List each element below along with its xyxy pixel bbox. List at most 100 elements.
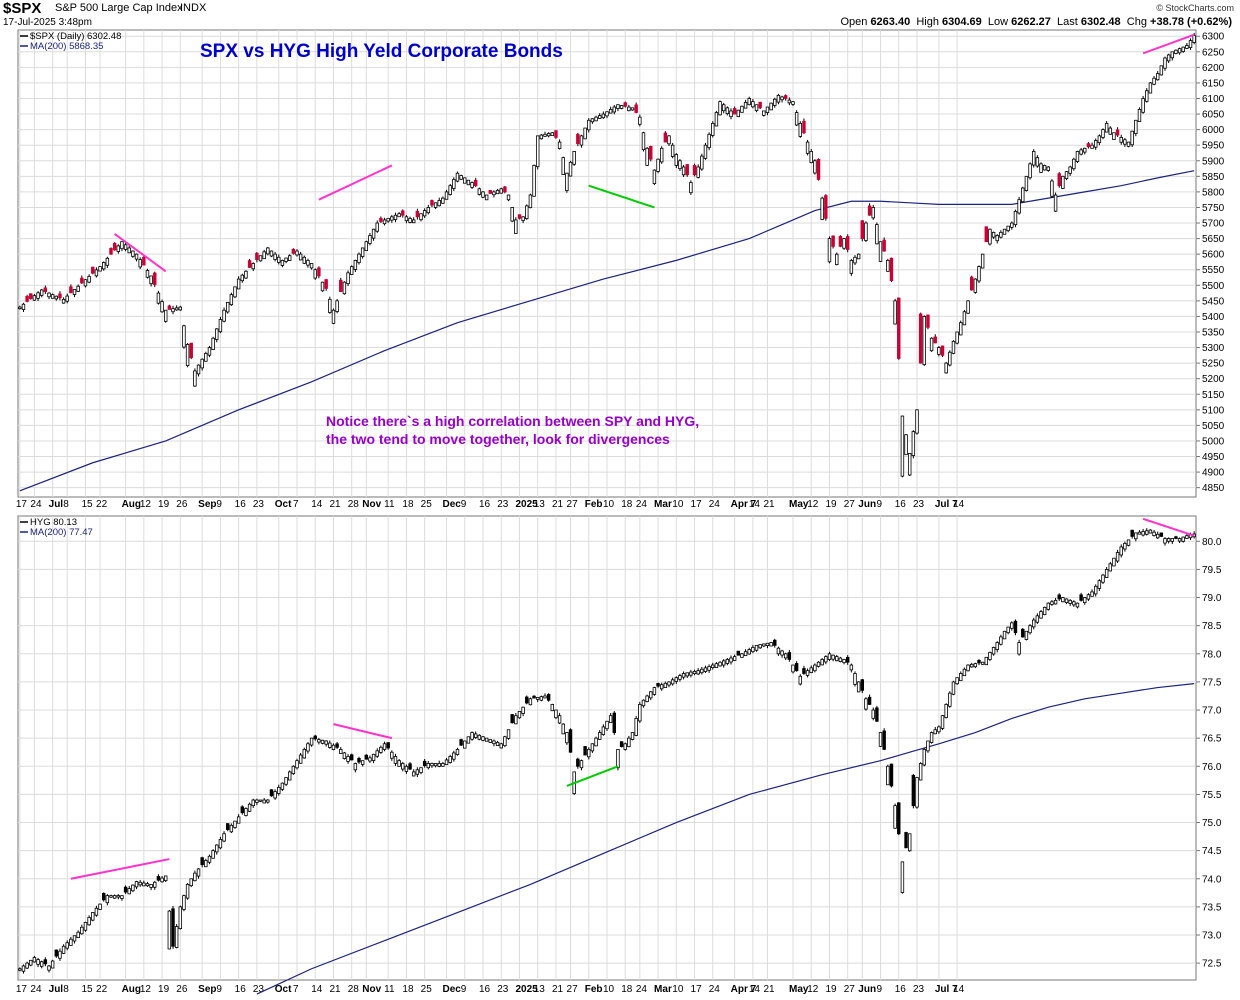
candle [769, 641, 773, 647]
candle [732, 654, 737, 661]
candle [572, 151, 576, 166]
candle [262, 249, 266, 260]
candle-body [18, 306, 22, 309]
candle [255, 798, 259, 806]
candle-body [481, 736, 485, 741]
candle-body [339, 279, 343, 292]
y-tick-label: 6150 [1202, 78, 1225, 89]
candle-body [568, 729, 573, 753]
candle-body [258, 799, 263, 802]
candle-body [543, 695, 547, 699]
candle-body [849, 259, 854, 274]
candle [1137, 107, 1142, 122]
candle-body [1079, 149, 1083, 155]
candle-body [550, 132, 555, 137]
candle [721, 659, 726, 668]
x-tick-label: Dec [443, 499, 462, 510]
candle-body [1126, 141, 1131, 147]
candle-body [937, 347, 941, 355]
candle-body [929, 732, 934, 743]
candle-body [783, 653, 788, 659]
candle-body [408, 763, 412, 770]
candle-body [546, 133, 551, 137]
candle [65, 940, 69, 951]
candle-body [390, 751, 394, 759]
candle-body [743, 651, 748, 657]
candle [667, 681, 671, 688]
candle [1053, 597, 1058, 605]
candle [368, 755, 372, 763]
candle-body [58, 293, 62, 299]
candle [875, 705, 879, 722]
candle [357, 252, 361, 265]
candle [1115, 127, 1120, 138]
candle-body [517, 711, 522, 719]
x-tick-label: Feb [585, 499, 603, 510]
candle [123, 885, 128, 894]
candle [455, 171, 460, 183]
candle-body [83, 279, 88, 287]
candle-body [794, 663, 799, 672]
candle-body [820, 659, 824, 666]
candle-body [364, 754, 369, 760]
candle-body [1163, 538, 1167, 544]
candle-body [980, 661, 985, 665]
x-tick-label: 16 [479, 499, 491, 510]
candle-body [255, 799, 259, 803]
candle-body [955, 677, 959, 685]
candle [627, 735, 631, 748]
candle-body [1141, 98, 1145, 113]
candle-body [324, 740, 328, 745]
candle-body [758, 644, 762, 649]
candle-body [452, 179, 456, 189]
candle [80, 275, 84, 284]
candle [1086, 142, 1091, 149]
source-credit: © StockCharts.com [1156, 3, 1234, 13]
candle-body [160, 301, 164, 313]
candle-body [988, 228, 992, 245]
x-tick-label: Feb [585, 984, 603, 995]
candle [590, 118, 595, 124]
candle [1177, 537, 1182, 543]
candle-body [944, 362, 948, 374]
candle [236, 276, 241, 290]
x-tick-label: 15 [81, 984, 93, 995]
candle [251, 798, 255, 808]
candle [167, 909, 172, 950]
candle-body [401, 210, 405, 216]
x-tick-label: 27 [844, 984, 856, 995]
candle-body [659, 147, 664, 163]
candle [459, 738, 463, 746]
candle-body [937, 726, 941, 733]
candle [437, 197, 441, 207]
candle [349, 265, 354, 276]
candle-body [1188, 40, 1193, 49]
candle [309, 263, 314, 270]
candle [907, 453, 912, 477]
candle [320, 281, 325, 292]
candle-body [977, 266, 981, 282]
candle-body [842, 238, 846, 249]
candle-body [612, 106, 617, 113]
candle [171, 906, 175, 949]
candle-body [1061, 597, 1065, 603]
candle-body [904, 832, 908, 849]
candle-body [492, 740, 496, 745]
candle [1119, 544, 1123, 558]
candle [944, 361, 948, 374]
y-tick-label: 73.5 [1202, 902, 1222, 913]
candle-body [411, 219, 416, 224]
candle [816, 661, 821, 668]
candle [984, 656, 989, 666]
candle [1130, 529, 1134, 539]
candle-body [645, 695, 649, 703]
candle [984, 226, 989, 243]
candle-body [638, 116, 642, 125]
candle [452, 177, 456, 191]
candle [244, 807, 248, 817]
candle-body [845, 236, 850, 250]
candle [915, 409, 919, 435]
candle [50, 293, 55, 299]
candle-body [1024, 630, 1029, 640]
